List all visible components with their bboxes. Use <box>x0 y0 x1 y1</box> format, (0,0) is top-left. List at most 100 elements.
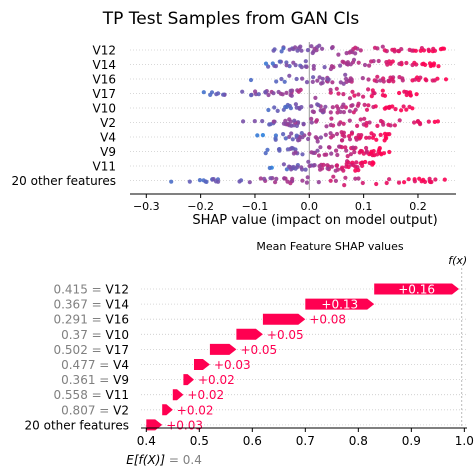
beeswarm-point <box>397 118 402 123</box>
beeswarm-point <box>386 78 391 84</box>
beeswarm-point <box>362 102 367 107</box>
beeswarm-point <box>300 178 305 183</box>
beeswarm-point <box>289 145 294 151</box>
beeswarm-point <box>354 137 359 142</box>
beeswarm-point <box>279 76 284 82</box>
shap-waterfall-chart: Mean Feature SHAP values f(x) +0.16 +0.13… <box>25 240 474 467</box>
beeswarm-point <box>348 76 353 81</box>
beeswarm-point <box>249 93 254 98</box>
beeswarm-x-tick-label: 0.2 <box>409 200 427 213</box>
beeswarm-point <box>391 79 396 84</box>
beeswarm-point <box>331 133 336 138</box>
beeswarm-point <box>256 92 261 97</box>
beeswarm-point <box>268 122 273 127</box>
beeswarm-point <box>343 72 348 77</box>
beeswarm-point <box>299 105 304 110</box>
beeswarm-point <box>313 95 318 100</box>
beeswarm-point <box>360 163 365 168</box>
beeswarm-point <box>335 152 340 158</box>
beeswarm-point <box>169 179 174 184</box>
beeswarm-point <box>201 90 206 95</box>
waterfall-bar <box>262 313 306 325</box>
beeswarm-point <box>268 176 273 181</box>
beeswarm-point <box>366 87 371 92</box>
beeswarm-point <box>350 89 355 94</box>
beeswarm-point <box>334 148 339 153</box>
beeswarm-point <box>432 78 437 83</box>
beeswarm-point <box>364 150 369 155</box>
beeswarm-point <box>347 109 352 114</box>
beeswarm-feature-label: V2 <box>100 116 116 130</box>
beeswarm-point <box>334 163 340 168</box>
beeswarm-x-ticks: −0.3 −0.2 −0.1 0.0 0.1 0.2 <box>133 194 427 213</box>
beeswarm-point <box>380 88 385 93</box>
beeswarm-point <box>272 47 277 52</box>
beeswarm-point <box>382 48 387 53</box>
feature-name: V10 <box>106 328 129 342</box>
beeswarm-point <box>364 135 369 140</box>
feature-value: 0.502 = <box>53 343 105 357</box>
beeswarm-point <box>324 152 329 157</box>
waterfall-feature-label: 0.415 = V12 <box>53 283 129 297</box>
beeswarm-point <box>387 177 392 182</box>
waterfall-bar-label: +0.05 <box>240 343 277 357</box>
beeswarm-point <box>310 79 315 84</box>
beeswarm-feature-label: V14 <box>93 58 116 72</box>
beeswarm-point <box>412 120 417 125</box>
beeswarm-point <box>353 176 358 181</box>
waterfall-bar-label: +0.02 <box>187 388 224 402</box>
beeswarm-point <box>309 44 314 49</box>
beeswarm-feature-label: V17 <box>93 87 116 101</box>
beeswarm-point <box>263 61 269 66</box>
beeswarm-point <box>315 102 320 107</box>
beeswarm-x-tick-label: −0.2 <box>187 200 214 213</box>
beeswarm-point <box>197 178 202 183</box>
beeswarm-point <box>317 164 322 169</box>
beeswarm-point <box>285 122 290 127</box>
beeswarm-point <box>438 47 443 52</box>
beeswarm-point <box>326 77 331 82</box>
waterfall-x-tick-label: 0.4 <box>137 434 156 448</box>
beeswarm-point <box>348 152 353 157</box>
beeswarm-point <box>351 162 356 168</box>
waterfall-bar-label: +0.16 <box>398 283 435 297</box>
beeswarm-point <box>367 63 372 68</box>
beeswarm-point <box>344 51 349 56</box>
beeswarm-point <box>266 92 271 98</box>
base-value-number: 0.4 <box>183 453 202 467</box>
beeswarm-point <box>270 61 275 66</box>
beeswarm-point <box>404 90 409 95</box>
beeswarm-point <box>320 76 325 81</box>
beeswarm-point <box>237 179 242 184</box>
beeswarm-point <box>240 89 245 94</box>
beeswarm-point <box>366 103 371 108</box>
beeswarm-point <box>362 62 368 68</box>
beeswarm-point <box>187 179 192 184</box>
beeswarm-point <box>375 74 380 79</box>
feature-value: 0.361 = <box>61 373 113 387</box>
beeswarm-point <box>377 146 382 151</box>
beeswarm-point <box>334 104 339 109</box>
beeswarm-point <box>340 132 345 138</box>
beeswarm-point <box>294 133 299 138</box>
beeswarm-point <box>349 131 354 136</box>
beeswarm-point <box>340 59 345 64</box>
beeswarm-point <box>408 90 413 95</box>
beeswarm-point <box>344 148 349 153</box>
fx-label: f(x) <box>448 254 467 267</box>
beeswarm-point <box>436 64 441 69</box>
beeswarm-point <box>419 179 424 184</box>
beeswarm-point <box>317 75 322 80</box>
beeswarm-point <box>356 168 361 173</box>
beeswarm-point <box>281 162 286 167</box>
beeswarm-point <box>306 159 311 164</box>
beeswarm-point <box>258 176 263 181</box>
beeswarm-point <box>414 92 419 97</box>
beeswarm-point <box>331 174 336 179</box>
beeswarm-point <box>374 137 379 142</box>
beeswarm-point <box>372 45 378 50</box>
beeswarm-point <box>355 123 360 128</box>
beeswarm-point <box>349 49 354 54</box>
beeswarm-point <box>335 110 340 115</box>
beeswarm-point <box>273 136 278 141</box>
